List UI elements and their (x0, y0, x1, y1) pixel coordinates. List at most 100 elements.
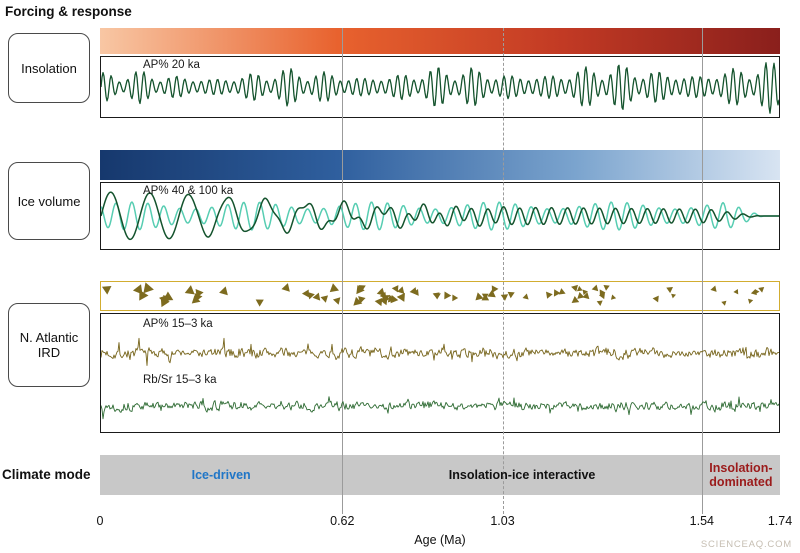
ird-panel: AP% 15–3 ka Rb/Sr 15–3 ka (100, 313, 780, 433)
ice-40ka-trace (101, 201, 779, 231)
climate-mode-bar (100, 455, 780, 495)
ird-triangle (320, 295, 329, 303)
ird-triangle (603, 284, 610, 291)
gridline-1.03-ma (502, 28, 504, 514)
ird-triangle (396, 292, 405, 302)
ird-triangle (577, 292, 585, 299)
row-label-insolation-text: Insolation (21, 60, 77, 76)
x-tick-1.54: 1.54 (689, 514, 714, 528)
ird-triangle (475, 292, 484, 301)
ird-triangle (666, 287, 673, 294)
climate-mode-heading: Climate mode (2, 467, 91, 482)
x-tick-1.03: 1.03 (490, 514, 515, 528)
ird-series1-label: AP% 15–3 ka (143, 318, 213, 330)
ird-event-bar (100, 281, 780, 311)
climate-zone-label-2: Insolation-dominated (709, 460, 773, 489)
ird-triangle (452, 294, 459, 302)
ird-triangle (219, 286, 228, 296)
ird-triangle (195, 288, 204, 298)
ird-triangle (721, 300, 727, 306)
x-tick-0.62: 0.62 (330, 514, 355, 528)
ird-triangle (487, 289, 496, 298)
ice-volume-series-label: AP% 40 & 100 ka (143, 185, 234, 197)
ird-triangle (710, 285, 717, 292)
ird-triangle (139, 290, 149, 301)
row-label-ice-volume-text: Ice volume (17, 193, 81, 209)
ice-volume-gradient-bar (100, 150, 780, 180)
ird-triangle (387, 294, 396, 303)
ird-triangle (571, 284, 578, 292)
gridline-0.62-ma (342, 28, 344, 514)
ird-triangle (546, 291, 553, 299)
ird-triangle (652, 295, 659, 303)
ird-series2-label: Rb/Sr 15–3 ka (143, 374, 217, 386)
ird-triangle (507, 291, 515, 299)
ird-triangle (571, 296, 580, 303)
ird-triangle (376, 287, 385, 296)
ird-triangle (758, 286, 765, 293)
ird-triangle (281, 283, 290, 292)
ird-triangle (558, 288, 566, 295)
row-label-insolation: Insolation (8, 33, 90, 103)
ird-triangle (397, 286, 405, 294)
ird-triangle (444, 291, 452, 300)
row-label-ird: N. Atlantic IRD (8, 303, 90, 387)
ird-triangle (358, 296, 366, 304)
row-label-ird-line2: IRD (37, 345, 61, 360)
ird-triangle (481, 293, 489, 300)
ird-triangle (748, 298, 754, 304)
x-tick-1.74: 1.74 (767, 514, 793, 528)
ird-triangle-scatter (101, 282, 765, 308)
ice-100ka-trace (101, 191, 779, 241)
ird-triangle (143, 282, 154, 294)
ird-triangle (598, 292, 605, 300)
insolation-waveform (101, 62, 779, 114)
ird-triangle (576, 285, 583, 292)
x-tick-0: 0 (96, 514, 104, 528)
ird-triangle (733, 289, 739, 295)
ird-triangle (332, 297, 341, 305)
insolation-panel: AP% 20 ka (100, 56, 780, 118)
ird-triangle (522, 293, 529, 300)
climate-zone-label-1: Insolation-ice interactive (448, 467, 596, 482)
ird-triangle (610, 294, 617, 300)
ird-triangle (491, 285, 499, 293)
ird-triangle (358, 285, 366, 292)
ird-triangle (374, 297, 383, 307)
insolation-trace (101, 62, 779, 114)
row-label-ird-line1: N. Atlantic (19, 330, 79, 345)
ird-triangle (255, 299, 264, 307)
ice-volume-panel: AP% 40 & 100 ka (100, 182, 780, 250)
ird-triangle (591, 284, 599, 292)
insolation-series-label: AP% 20 ka (143, 59, 200, 71)
ird-triangle (329, 283, 340, 293)
climate-zone-label-0: Ice-driven (191, 467, 251, 482)
ird-triangle (307, 291, 315, 300)
insolation-gradient-bar (100, 28, 780, 54)
ird-triangle (184, 285, 195, 295)
row-label-ice-volume: Ice volume (8, 162, 90, 240)
ird-triangle (301, 289, 309, 298)
watermark: SCIENCEAQ.COM (700, 539, 792, 550)
ird-triangle (391, 285, 399, 293)
ird-triangle (553, 289, 561, 297)
ird-triangle (163, 295, 172, 304)
ird-triangle (582, 289, 588, 296)
ird-triangle (671, 293, 677, 299)
ird-triangle (356, 285, 365, 295)
ird-rbsr-trace (101, 396, 779, 420)
figure-title: Forcing & response (5, 4, 132, 19)
ird-triangle (101, 286, 112, 295)
ird-triangle (500, 294, 509, 301)
ird-triangle (312, 292, 321, 301)
ird-triangle (596, 300, 603, 307)
ird-waveforms (101, 337, 779, 420)
ird-triangle (353, 296, 363, 306)
ird-triangle (432, 292, 440, 299)
ird-triangle (599, 289, 606, 296)
x-axis-label: Age (Ma) (414, 533, 466, 547)
gridline-1.54-ma (701, 28, 703, 514)
ice-volume-waveform (101, 191, 779, 241)
ird-ap-trace (101, 337, 779, 366)
